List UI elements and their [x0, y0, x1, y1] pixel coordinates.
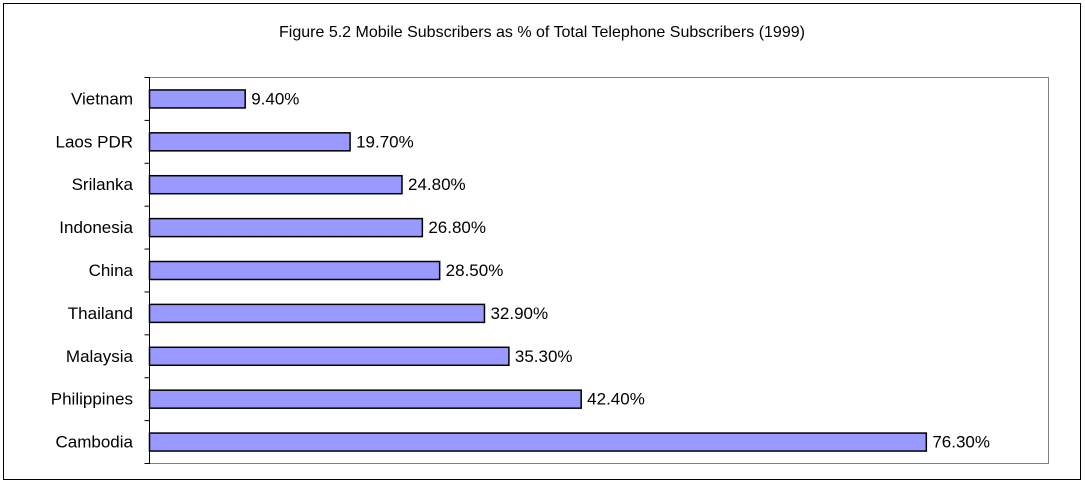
y-tick-label: Indonesia [59, 218, 133, 237]
value-label: 32.90% [490, 304, 548, 323]
value-label: 42.40% [587, 390, 645, 409]
bar [148, 303, 486, 324]
y-tick-label: Thailand [68, 304, 133, 323]
y-tick-label: Srilanka [72, 175, 134, 194]
bar [148, 174, 403, 195]
value-label: 28.50% [446, 261, 504, 280]
chart-title: Figure 5.2 Mobile Subscribers as % of To… [279, 24, 805, 41]
bar [148, 346, 510, 367]
value-label: 9.40% [251, 89, 299, 108]
value-label: 19.70% [356, 132, 414, 151]
value-label: 35.30% [515, 347, 573, 366]
y-tick-label: Vietnam [71, 89, 133, 108]
bar [148, 389, 582, 409]
bar [148, 89, 246, 109]
bar [148, 217, 424, 238]
bar [148, 260, 441, 281]
value-label: 76.30% [932, 433, 990, 452]
y-tick-label: Laos PDR [56, 132, 133, 151]
bar [148, 432, 928, 452]
value-label: 24.80% [408, 175, 466, 194]
y-tick-label: Philippines [51, 390, 133, 409]
y-tick-label: China [89, 261, 134, 280]
value-label: 26.80% [428, 218, 486, 237]
y-tick-label: Cambodia [56, 433, 134, 452]
bar [148, 132, 351, 152]
y-tick-label: Malaysia [66, 347, 134, 366]
